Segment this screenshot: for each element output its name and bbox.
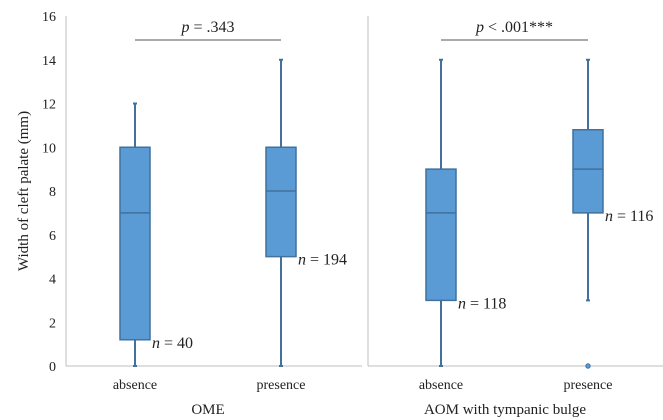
n-symbol: n (298, 252, 306, 269)
y-axis-title: Width of cleft palate (mm) (16, 111, 32, 271)
y-tick-label: 14 (42, 54, 56, 69)
n-symbol: n (458, 295, 466, 312)
y-tick-label: 16 (42, 10, 56, 25)
box-presence-panel-1 (265, 58, 297, 367)
axes-layer (65, 16, 663, 367)
box-iqr (265, 146, 297, 258)
box-absence-panel-1 (119, 102, 151, 367)
outlier-point (585, 363, 591, 369)
x-category-label: presence (257, 378, 306, 393)
y-tick-label: 6 (49, 229, 56, 244)
panel-2-group-label: AOM with tympanic bulge (424, 402, 586, 418)
n-label: n = 116 (605, 208, 653, 225)
n-value: = 116 (613, 208, 653, 225)
n-symbol: n (605, 208, 613, 225)
y-tick-label: 0 (49, 360, 56, 375)
n-label: n = 118 (458, 295, 506, 312)
boxes-layer (119, 58, 604, 369)
y-tick-label: 2 (49, 316, 56, 331)
y-tick-label: 4 (49, 273, 56, 288)
n-symbol: n (152, 335, 160, 352)
x-category-label: absence (113, 378, 157, 393)
x-category-label: absence (419, 378, 463, 393)
y-tick-label: 12 (42, 98, 56, 113)
n-label: n = 194 (298, 252, 347, 269)
p-symbol: p (180, 19, 189, 36)
box-iqr (119, 146, 151, 341)
y-tick-label: 8 (49, 185, 56, 200)
panel-1-p-value: p = .343 (180, 19, 234, 36)
n-value: = 118 (466, 295, 506, 312)
p-symbol: p (475, 19, 484, 36)
y-tick-label: 10 (42, 141, 56, 156)
box-presence-panel-2 (572, 58, 604, 369)
panel-2-p-value: p < .001*** (475, 19, 553, 36)
p-value-text: < .001*** (484, 19, 553, 36)
x-category-label: presence (564, 378, 613, 393)
box-iqr (425, 168, 457, 302)
n-value: = 194 (306, 252, 347, 269)
n-label: n = 40 (152, 335, 193, 352)
box-iqr (572, 129, 604, 214)
n-value: = 40 (160, 335, 193, 352)
p-value-text: = .343 (189, 19, 234, 36)
labels-layer: Width of cleft palate (mm) 0 2 4 6 8 10 12 14 16 p… (16, 10, 653, 418)
box-absence-panel-2 (425, 58, 457, 367)
panel-1-group-label: OME (191, 402, 224, 418)
